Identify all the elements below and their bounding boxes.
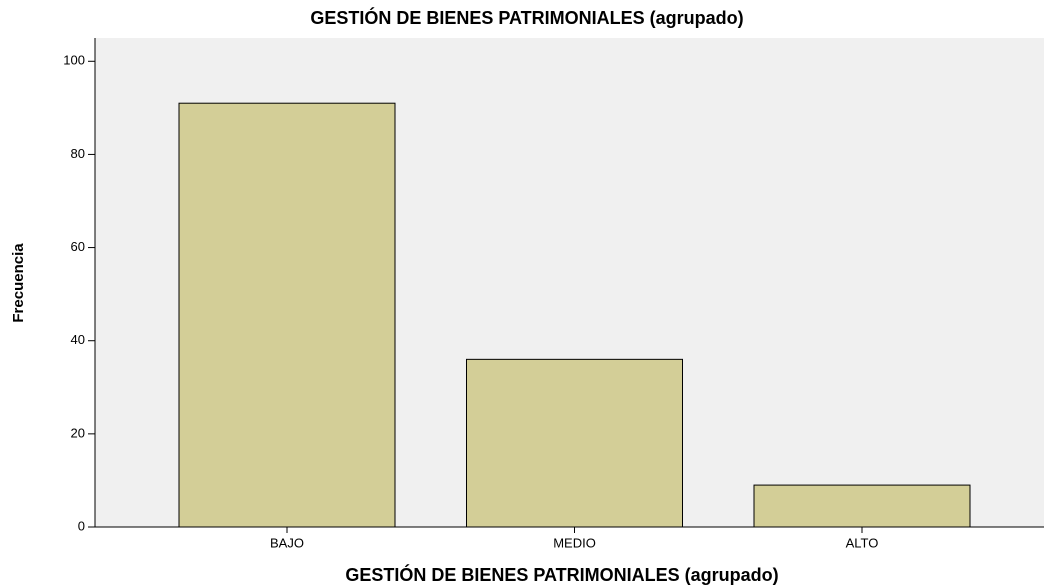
y-tick-label: 20: [71, 425, 85, 440]
y-tick-label: 100: [63, 53, 85, 68]
x-tick-label: BAJO: [270, 535, 304, 550]
y-tick-label: 80: [71, 146, 85, 161]
bar: [753, 484, 971, 528]
y-tick-label: 60: [71, 239, 85, 254]
y-tick-label: 0: [78, 518, 85, 533]
x-tick-label: MEDIO: [553, 535, 596, 550]
y-axis-label: Frecuencia: [10, 243, 27, 323]
y-tick-label: 40: [71, 332, 85, 347]
bar: [466, 358, 683, 528]
chart-title: GESTIÓN DE BIENES PATRIMONIALES (agrupad…: [310, 7, 743, 28]
x-tick-label: ALTO: [846, 535, 879, 550]
x-axis-label: GESTIÓN DE BIENES PATRIMONIALES (agrupad…: [345, 564, 778, 585]
bar: [178, 102, 396, 528]
